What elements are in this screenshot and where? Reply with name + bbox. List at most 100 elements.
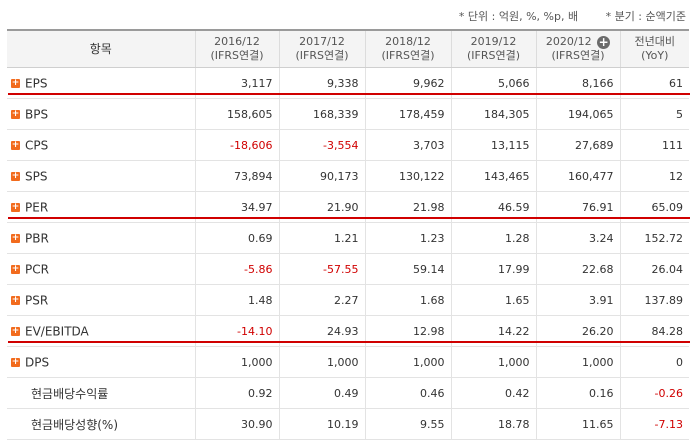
unit-note: * 단위 : 억원, %, %p, 배 bbox=[458, 10, 579, 23]
row-label[interactable]: + PBR bbox=[7, 222, 195, 254]
row-value: 59.14 bbox=[364, 253, 451, 285]
plus-square-icon[interactable]: + bbox=[11, 294, 20, 305]
row-label[interactable]: + PCR bbox=[7, 253, 195, 285]
row-value: 3.24 bbox=[535, 222, 620, 254]
row-label[interactable]: + DPS bbox=[7, 346, 195, 378]
row-label-text: PER bbox=[25, 200, 49, 215]
row-label-text: DPS bbox=[25, 355, 50, 370]
row-value: 1,000 bbox=[364, 346, 451, 378]
highlight-line-per bbox=[8, 217, 690, 219]
header-yoy: 전년대비 (YoY) bbox=[619, 29, 689, 68]
row-value: 137.89 bbox=[619, 284, 689, 316]
row-label[interactable]: + BPS bbox=[7, 98, 195, 130]
highlight-line-evebitda bbox=[8, 341, 690, 343]
header-2020: 2020/12 + (IFRS연결) bbox=[535, 29, 620, 68]
row-label-text: 현금배당수익률 bbox=[31, 386, 109, 401]
row-value: 1.21 bbox=[278, 222, 365, 254]
row-label: 현금배당성향(%) bbox=[7, 408, 195, 440]
highlight-line-eps bbox=[8, 93, 690, 95]
row-value: 1,000 bbox=[278, 346, 365, 378]
row-value: 194,065 bbox=[535, 98, 620, 130]
row-value: 0.69 bbox=[194, 222, 279, 254]
row-value: 1.65 bbox=[450, 284, 536, 316]
row-value: 1,000 bbox=[450, 346, 536, 378]
row-value: 3.91 bbox=[535, 284, 620, 316]
row-value: 178,459 bbox=[364, 98, 451, 130]
row-value: 12 bbox=[619, 160, 689, 192]
row-value: 17.99 bbox=[450, 253, 536, 285]
row-value: -5.86 bbox=[194, 253, 279, 285]
row-value: 73,894 bbox=[194, 160, 279, 192]
row-value: -18,606 bbox=[194, 129, 279, 161]
row-value: 184,305 bbox=[450, 98, 536, 130]
row-label[interactable]: + PSR bbox=[7, 284, 195, 316]
table-row: + PSR 1.48 2.27 1.68 1.65 3.91 137.89 bbox=[7, 284, 689, 316]
row-value: 22.68 bbox=[535, 253, 620, 285]
row-value: 1,000 bbox=[535, 346, 620, 378]
row-value: -7.13 bbox=[619, 408, 689, 440]
table-row: 현금배당수익률 0.92 0.49 0.46 0.42 0.16 -0.26 bbox=[7, 377, 689, 409]
table-row: + SPS 73,894 90,173 130,122 143,465 160,477 12 bbox=[7, 160, 689, 192]
plus-square-icon[interactable]: + bbox=[11, 77, 20, 88]
header-2018: 2018/12 (IFRS연결) bbox=[364, 29, 451, 68]
row-value: 27,689 bbox=[535, 129, 620, 161]
row-value: 1.28 bbox=[450, 222, 536, 254]
row-value: 10.19 bbox=[278, 408, 365, 440]
circle-plus-icon[interactable]: + bbox=[597, 34, 611, 49]
row-label-text: EPS bbox=[25, 76, 48, 91]
plus-square-icon[interactable]: + bbox=[11, 139, 20, 150]
row-value: 30.90 bbox=[194, 408, 279, 440]
row-value: 5 bbox=[619, 98, 689, 130]
row-value: 1.68 bbox=[364, 284, 451, 316]
plus-square-icon[interactable]: + bbox=[11, 356, 20, 367]
row-label-text: SPS bbox=[25, 169, 48, 184]
plus-square-icon[interactable]: + bbox=[11, 263, 20, 274]
plus-square-icon[interactable]: + bbox=[11, 108, 20, 119]
row-value: 0.46 bbox=[364, 377, 451, 409]
row-value: -3,554 bbox=[278, 129, 365, 161]
row-value: 0.42 bbox=[450, 377, 536, 409]
row-label-text: PSR bbox=[25, 293, 49, 308]
header-2019: 2019/12 (IFRS연결) bbox=[450, 29, 536, 68]
row-label: 현금배당수익률 bbox=[7, 377, 195, 409]
row-label-text: BPS bbox=[25, 107, 49, 122]
row-value: 0.49 bbox=[278, 377, 365, 409]
row-value: 158,605 bbox=[194, 98, 279, 130]
row-label[interactable]: + CPS bbox=[7, 129, 195, 161]
plus-square-icon[interactable]: + bbox=[11, 170, 20, 181]
row-value: 90,173 bbox=[278, 160, 365, 192]
header-item: 항목 bbox=[7, 29, 195, 68]
plus-square-icon[interactable]: + bbox=[11, 201, 20, 212]
row-value: 2.27 bbox=[278, 284, 365, 316]
plus-square-icon[interactable]: + bbox=[11, 325, 20, 336]
row-value: 130,122 bbox=[364, 160, 451, 192]
row-label-text: 현금배당성향(%) bbox=[31, 417, 119, 432]
row-value: 3,703 bbox=[364, 129, 451, 161]
row-value: 168,339 bbox=[278, 98, 365, 130]
plus-square-icon[interactable]: + bbox=[11, 232, 20, 243]
row-label-text: PCR bbox=[25, 262, 49, 277]
header-row: 항목 2016/12 (IFRS연결) 2017/12 (IFRS연결) 2018/… bbox=[7, 29, 689, 68]
table-row: + PCR -5.86 -57.55 59.14 17.99 22.68 26.04 bbox=[7, 253, 689, 285]
row-label[interactable]: + SPS bbox=[7, 160, 195, 192]
table-row: + CPS -18,606 -3,554 3,703 13,115 27,689 111 bbox=[7, 129, 689, 161]
row-value: 11.65 bbox=[535, 408, 620, 440]
period-note: * 분기 : 순액기준 bbox=[605, 10, 686, 23]
table-row: 현금배당성향(%) 30.90 10.19 9.55 18.78 11.65 -7.13 bbox=[7, 408, 689, 440]
row-value: 1.23 bbox=[364, 222, 451, 254]
row-value: 0.92 bbox=[194, 377, 279, 409]
table-row: + BPS 158,605 168,339 178,459 184,305 194,065 5 bbox=[7, 98, 689, 130]
row-value: -57.55 bbox=[278, 253, 365, 285]
table-row: + PBR 0.69 1.21 1.23 1.28 3.24 152.72 bbox=[7, 222, 689, 254]
row-value: 143,465 bbox=[450, 160, 536, 192]
row-value: 9.55 bbox=[364, 408, 451, 440]
row-value: 0.16 bbox=[535, 377, 620, 409]
header-2016: 2016/12 (IFRS연결) bbox=[194, 29, 279, 68]
row-label-text: CPS bbox=[25, 138, 49, 153]
row-value: 152.72 bbox=[619, 222, 689, 254]
table-notes: * 단위 : 억원, %, %p, 배 * 분기 : 순액기준 bbox=[435, 8, 686, 24]
row-value: 1,000 bbox=[194, 346, 279, 378]
financial-ratio-table: 항목 2016/12 (IFRS연결) 2017/12 (IFRS연결) 2018/… bbox=[7, 29, 689, 440]
row-value: -0.26 bbox=[619, 377, 689, 409]
row-value: 18.78 bbox=[450, 408, 536, 440]
